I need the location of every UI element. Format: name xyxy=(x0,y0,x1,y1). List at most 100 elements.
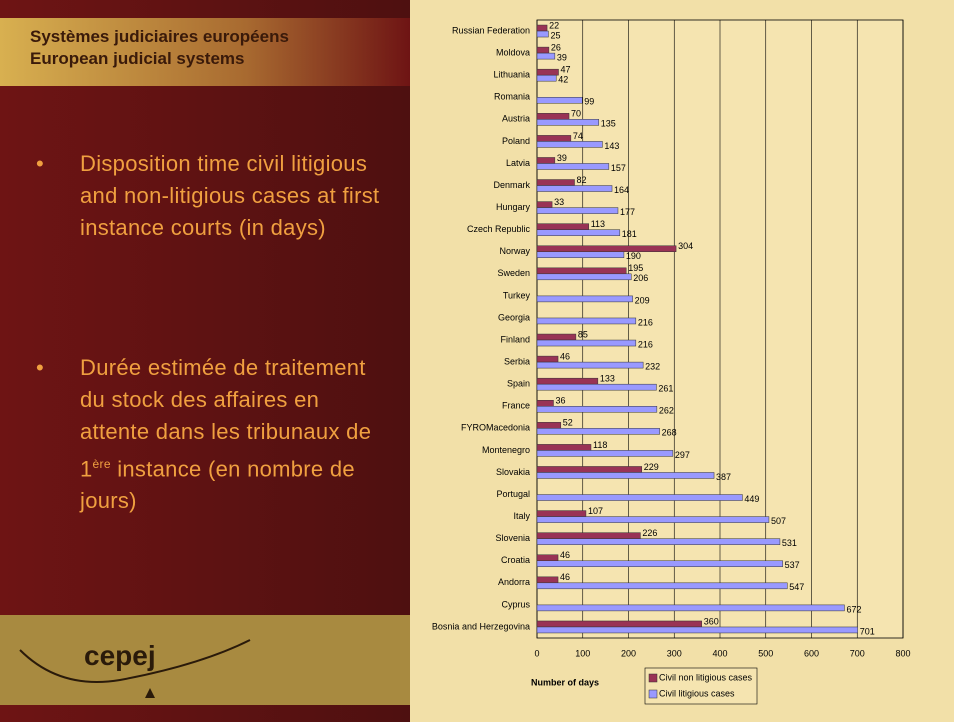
value-label: 99 xyxy=(584,97,594,107)
value-label: 209 xyxy=(635,295,650,305)
value-label: 226 xyxy=(642,528,657,538)
value-label: 507 xyxy=(771,516,786,526)
bar xyxy=(536,576,559,584)
x-tick-label: 800 xyxy=(895,648,910,658)
bullet-sup: ère xyxy=(92,457,111,471)
bar xyxy=(536,317,637,325)
value-label: 42 xyxy=(558,75,568,85)
value-label: 52 xyxy=(563,418,573,428)
category-label: Montenegro xyxy=(482,445,530,455)
bar xyxy=(536,604,845,612)
bar xyxy=(536,157,556,164)
bar xyxy=(536,245,677,252)
bar xyxy=(536,273,632,281)
category-label: Cyprus xyxy=(501,599,530,609)
bar xyxy=(536,510,587,517)
bar xyxy=(536,361,644,369)
value-label: 268 xyxy=(662,428,677,438)
header: Systèmes judiciaires européens European … xyxy=(30,26,289,70)
bar xyxy=(536,494,743,501)
x-tick-label: 100 xyxy=(575,648,590,658)
logo-band xyxy=(0,615,410,705)
bar xyxy=(536,532,641,539)
value-label: 360 xyxy=(704,616,719,626)
bar xyxy=(536,251,625,258)
category-label: Croatia xyxy=(501,555,530,565)
value-label: 304 xyxy=(678,241,693,251)
value-label: 216 xyxy=(638,317,653,327)
bullet: • Durée estimée de traitement du stock de… xyxy=(36,355,372,514)
category-label: Serbia xyxy=(504,356,530,366)
value-label: 70 xyxy=(571,109,581,119)
category-label: Hungary xyxy=(496,202,531,212)
value-label: 537 xyxy=(785,560,800,570)
bar xyxy=(536,377,599,385)
value-label: 82 xyxy=(577,175,587,185)
bar xyxy=(536,450,674,457)
bar xyxy=(536,516,770,523)
legend-label: Civil litigious cases xyxy=(659,688,735,698)
value-label: 232 xyxy=(645,361,660,371)
bar xyxy=(536,229,621,236)
bullet-text: Disposition time civil litigious and non… xyxy=(80,151,380,240)
category-label: Bosnia and Herzegovina xyxy=(432,621,530,631)
category-label: Turkey xyxy=(503,290,531,300)
logo-triangle xyxy=(145,688,155,698)
bar xyxy=(536,444,592,451)
bar xyxy=(536,201,553,208)
bar xyxy=(536,554,559,561)
value-label: 26 xyxy=(551,42,561,52)
value-label: 701 xyxy=(860,626,875,636)
category-label: Italy xyxy=(513,511,530,521)
bar xyxy=(536,472,715,479)
category-label: Georgia xyxy=(498,312,530,322)
legend-box xyxy=(644,667,758,705)
value-label: 46 xyxy=(560,351,570,361)
bullet-text: instance (en nombre de jours) xyxy=(80,456,355,514)
header-band xyxy=(0,18,410,86)
value-label: 206 xyxy=(633,273,648,283)
bar xyxy=(536,135,572,142)
bar xyxy=(536,30,549,38)
bar xyxy=(536,383,657,391)
bar xyxy=(536,406,658,413)
value-label: 297 xyxy=(675,450,690,460)
bar xyxy=(536,295,633,303)
value-label: 39 xyxy=(557,153,567,163)
value-label: 449 xyxy=(744,494,759,504)
value-label: 22 xyxy=(549,20,559,30)
bar xyxy=(536,400,554,407)
bar xyxy=(536,626,858,634)
legend-label: Civil non litigious cases xyxy=(659,672,753,682)
category-label: FYROMacedonia xyxy=(461,423,530,433)
value-label: 177 xyxy=(620,207,635,217)
value-label: 118 xyxy=(593,440,607,450)
x-tick-label: 200 xyxy=(621,648,636,658)
bar xyxy=(536,582,788,590)
bar xyxy=(536,355,559,363)
bar xyxy=(536,24,548,32)
bar xyxy=(536,163,610,170)
category-label: Lithuania xyxy=(493,70,530,80)
category-label: France xyxy=(502,401,530,411)
bar xyxy=(536,560,783,567)
category-label: Moldova xyxy=(496,47,530,57)
logo-swoosh xyxy=(19,639,251,683)
bar xyxy=(536,267,627,275)
bullet: • Disposition time civil litigious and no… xyxy=(36,151,380,240)
value-label: 47 xyxy=(561,65,571,75)
category-label: Portugal xyxy=(496,489,530,499)
bar xyxy=(536,333,577,341)
bar xyxy=(536,428,660,435)
category-label: Romania xyxy=(494,92,530,102)
value-label: 216 xyxy=(638,339,653,349)
title-en: European judicial systems xyxy=(30,49,245,68)
left-panel xyxy=(0,0,410,722)
value-label: 85 xyxy=(578,329,588,339)
value-label: 157 xyxy=(611,163,626,173)
bar xyxy=(536,339,637,347)
category-label: Norway xyxy=(499,246,530,256)
category-label: Russian Federation xyxy=(452,25,530,35)
category-label: Denmark xyxy=(493,180,530,190)
